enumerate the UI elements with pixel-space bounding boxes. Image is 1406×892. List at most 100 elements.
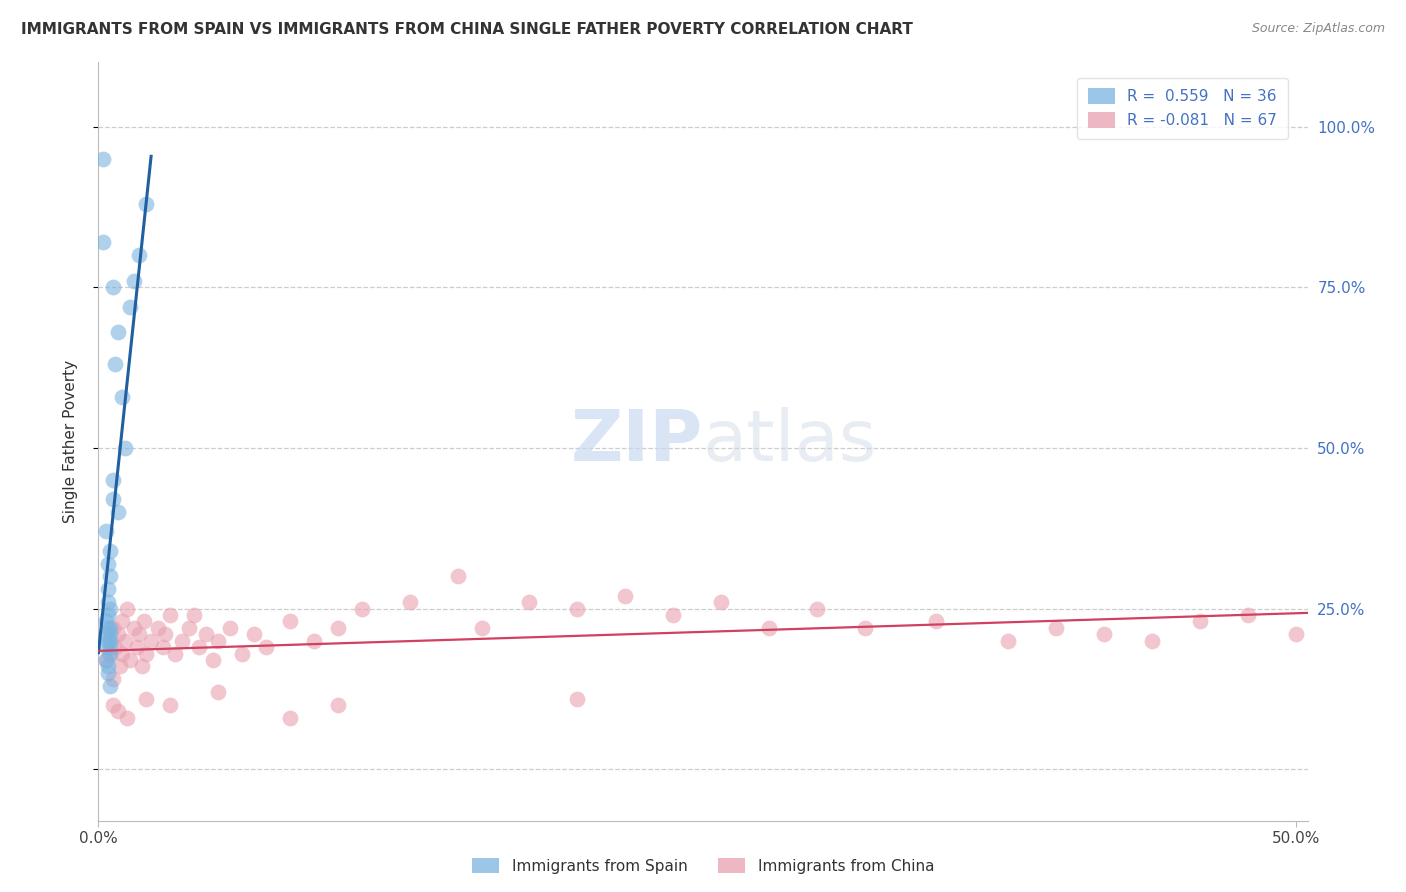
Point	[111, 615, 134, 629]
Text: ZIP: ZIP	[571, 407, 703, 476]
Legend: R =  0.559   N = 36, R = -0.081   N = 67: R = 0.559 N = 36, R = -0.081 N = 67	[1077, 78, 1288, 138]
Point	[124, 274, 146, 288]
Point	[107, 505, 129, 519]
Point	[997, 633, 1019, 648]
Point	[97, 595, 120, 609]
Point	[100, 621, 122, 635]
Point	[97, 665, 120, 680]
Point	[326, 621, 349, 635]
Point	[97, 607, 120, 622]
Point	[446, 569, 468, 583]
Point	[107, 326, 129, 340]
Point	[1140, 633, 1163, 648]
Point	[326, 698, 349, 712]
Point	[118, 653, 141, 667]
Point	[398, 595, 420, 609]
Point	[101, 473, 124, 487]
Point	[97, 621, 120, 635]
Point	[1188, 615, 1211, 629]
Point	[135, 647, 157, 661]
Point	[94, 524, 117, 539]
Point	[128, 627, 150, 641]
Point	[97, 582, 120, 597]
Point	[152, 640, 174, 655]
Point	[853, 621, 876, 635]
Point	[139, 633, 162, 648]
Point	[107, 705, 129, 719]
Point	[107, 627, 129, 641]
Point	[94, 653, 117, 667]
Point	[97, 633, 120, 648]
Point	[302, 633, 325, 648]
Point	[114, 441, 136, 455]
Point	[108, 659, 131, 673]
Point	[567, 601, 589, 615]
Point	[94, 640, 117, 655]
Point	[100, 633, 122, 648]
Point	[100, 569, 122, 583]
Point	[195, 627, 218, 641]
Point	[104, 358, 127, 372]
Point	[125, 640, 148, 655]
Point	[519, 595, 541, 609]
Point	[115, 711, 138, 725]
Point	[254, 640, 277, 655]
Point	[219, 621, 242, 635]
Point	[124, 621, 146, 635]
Point	[278, 711, 301, 725]
Point	[91, 152, 114, 166]
Point	[1092, 627, 1115, 641]
Point	[131, 659, 153, 673]
Point	[155, 627, 177, 641]
Point	[101, 698, 124, 712]
Point	[100, 647, 122, 661]
Point	[100, 679, 122, 693]
Y-axis label: Single Father Poverty: Single Father Poverty	[63, 360, 77, 523]
Point	[101, 673, 124, 687]
Point	[100, 627, 122, 641]
Point	[101, 280, 124, 294]
Point	[114, 633, 136, 648]
Legend: Immigrants from Spain, Immigrants from China: Immigrants from Spain, Immigrants from C…	[465, 852, 941, 880]
Point	[662, 607, 685, 622]
Point	[159, 698, 181, 712]
Point	[135, 691, 157, 706]
Point	[100, 640, 122, 655]
Point	[132, 615, 155, 629]
Point	[179, 621, 201, 635]
Text: Source: ZipAtlas.com: Source: ZipAtlas.com	[1251, 22, 1385, 36]
Point	[100, 647, 122, 661]
Point	[100, 601, 122, 615]
Point	[202, 653, 225, 667]
Point	[104, 640, 127, 655]
Point	[135, 196, 157, 211]
Point	[148, 621, 170, 635]
Point	[243, 627, 266, 641]
Point	[172, 633, 194, 648]
Point	[567, 691, 589, 706]
Point	[94, 653, 117, 667]
Point	[614, 589, 637, 603]
Point	[94, 615, 117, 629]
Point	[118, 300, 141, 314]
Point	[97, 659, 120, 673]
Point	[470, 621, 492, 635]
Point	[94, 627, 117, 641]
Point	[1236, 607, 1258, 622]
Point	[1284, 627, 1306, 641]
Point	[806, 601, 828, 615]
Point	[183, 607, 205, 622]
Point	[758, 621, 780, 635]
Point	[111, 647, 134, 661]
Text: IMMIGRANTS FROM SPAIN VS IMMIGRANTS FROM CHINA SINGLE FATHER POVERTY CORRELATION: IMMIGRANTS FROM SPAIN VS IMMIGRANTS FROM…	[21, 22, 912, 37]
Point	[97, 557, 120, 571]
Point	[91, 235, 114, 250]
Point	[278, 615, 301, 629]
Text: atlas: atlas	[703, 407, 877, 476]
Point	[128, 248, 150, 262]
Point	[163, 647, 186, 661]
Point	[188, 640, 211, 655]
Point	[350, 601, 373, 615]
Point	[710, 595, 733, 609]
Point	[925, 615, 948, 629]
